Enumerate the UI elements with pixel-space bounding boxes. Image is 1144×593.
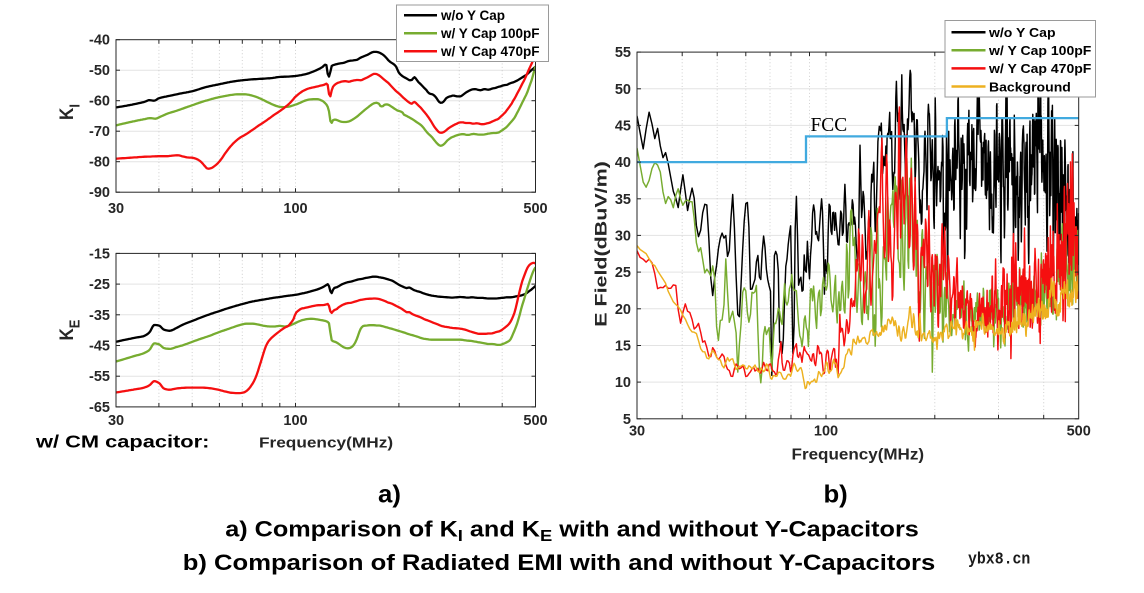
svg-text:-65: -65 — [89, 400, 110, 416]
svg-text:w/o Y Cap: w/o Y Cap — [440, 8, 505, 23]
svg-text:40: 40 — [615, 155, 631, 171]
svg-text:-15: -15 — [89, 246, 110, 262]
svg-text:w/ Y Cap 470pF: w/ Y Cap 470pF — [988, 62, 1091, 76]
svg-text:30: 30 — [615, 228, 631, 244]
svg-text:Frequency(MHz): Frequency(MHz) — [792, 446, 925, 463]
svg-text:50: 50 — [615, 82, 631, 98]
svg-text:30: 30 — [108, 201, 124, 217]
svg-text:45: 45 — [615, 118, 631, 134]
svg-text:500: 500 — [523, 413, 547, 429]
svg-text:w/ Y Cap 470pF: w/ Y Cap 470pF — [440, 44, 540, 59]
svg-text:-80: -80 — [89, 155, 110, 171]
svg-text:Frequency(MHz): Frequency(MHz) — [259, 435, 393, 452]
svg-text:-50: -50 — [89, 63, 110, 79]
svg-text:-55: -55 — [89, 369, 110, 385]
svg-text:-90: -90 — [89, 185, 110, 201]
svg-text:5: 5 — [623, 412, 631, 428]
svg-text:35: 35 — [615, 192, 631, 208]
svg-text:KI: KI — [56, 104, 83, 120]
svg-text:30: 30 — [629, 424, 645, 440]
svg-text:-40: -40 — [89, 33, 110, 49]
svg-text:b): b) — [823, 481, 847, 509]
svg-text:-60: -60 — [89, 94, 110, 110]
svg-text:10: 10 — [615, 375, 631, 391]
svg-text:ybx8.cn: ybx8.cn — [968, 550, 1030, 569]
svg-text:-70: -70 — [89, 124, 110, 140]
svg-text:25: 25 — [615, 265, 631, 281]
svg-text:30: 30 — [108, 413, 124, 429]
svg-text:15: 15 — [615, 338, 631, 354]
svg-text:-25: -25 — [89, 277, 110, 293]
svg-text:100: 100 — [283, 413, 307, 429]
svg-text:500: 500 — [1067, 424, 1091, 440]
svg-text:a) Comparison of KI and KE wit: a) Comparison of KI and KE with and with… — [225, 518, 919, 545]
svg-text:w/ CM capacitor:: w/ CM capacitor: — [35, 432, 210, 451]
svg-text:w/o Y Cap: w/o Y Cap — [988, 25, 1056, 39]
svg-text:-35: -35 — [89, 308, 110, 324]
svg-text:20: 20 — [615, 302, 631, 318]
svg-text:w/ Y Cap 100pF: w/ Y Cap 100pF — [988, 44, 1091, 58]
svg-text:w/ Y Cap 100pF: w/ Y Cap 100pF — [440, 26, 540, 41]
svg-text:E Field(dBuV/m): E Field(dBuV/m) — [593, 161, 611, 327]
svg-text:Background: Background — [989, 80, 1071, 94]
svg-text:-45: -45 — [89, 339, 110, 355]
svg-text:b) Comparison of Radiated EMI: b) Comparison of Radiated EMI with and w… — [183, 551, 936, 576]
svg-text:a): a) — [378, 481, 401, 509]
svg-text:100: 100 — [814, 424, 838, 440]
svg-text:500: 500 — [523, 201, 547, 217]
svg-text:FCC: FCC — [811, 114, 848, 136]
svg-text:55: 55 — [615, 45, 631, 61]
svg-text:100: 100 — [283, 201, 307, 217]
